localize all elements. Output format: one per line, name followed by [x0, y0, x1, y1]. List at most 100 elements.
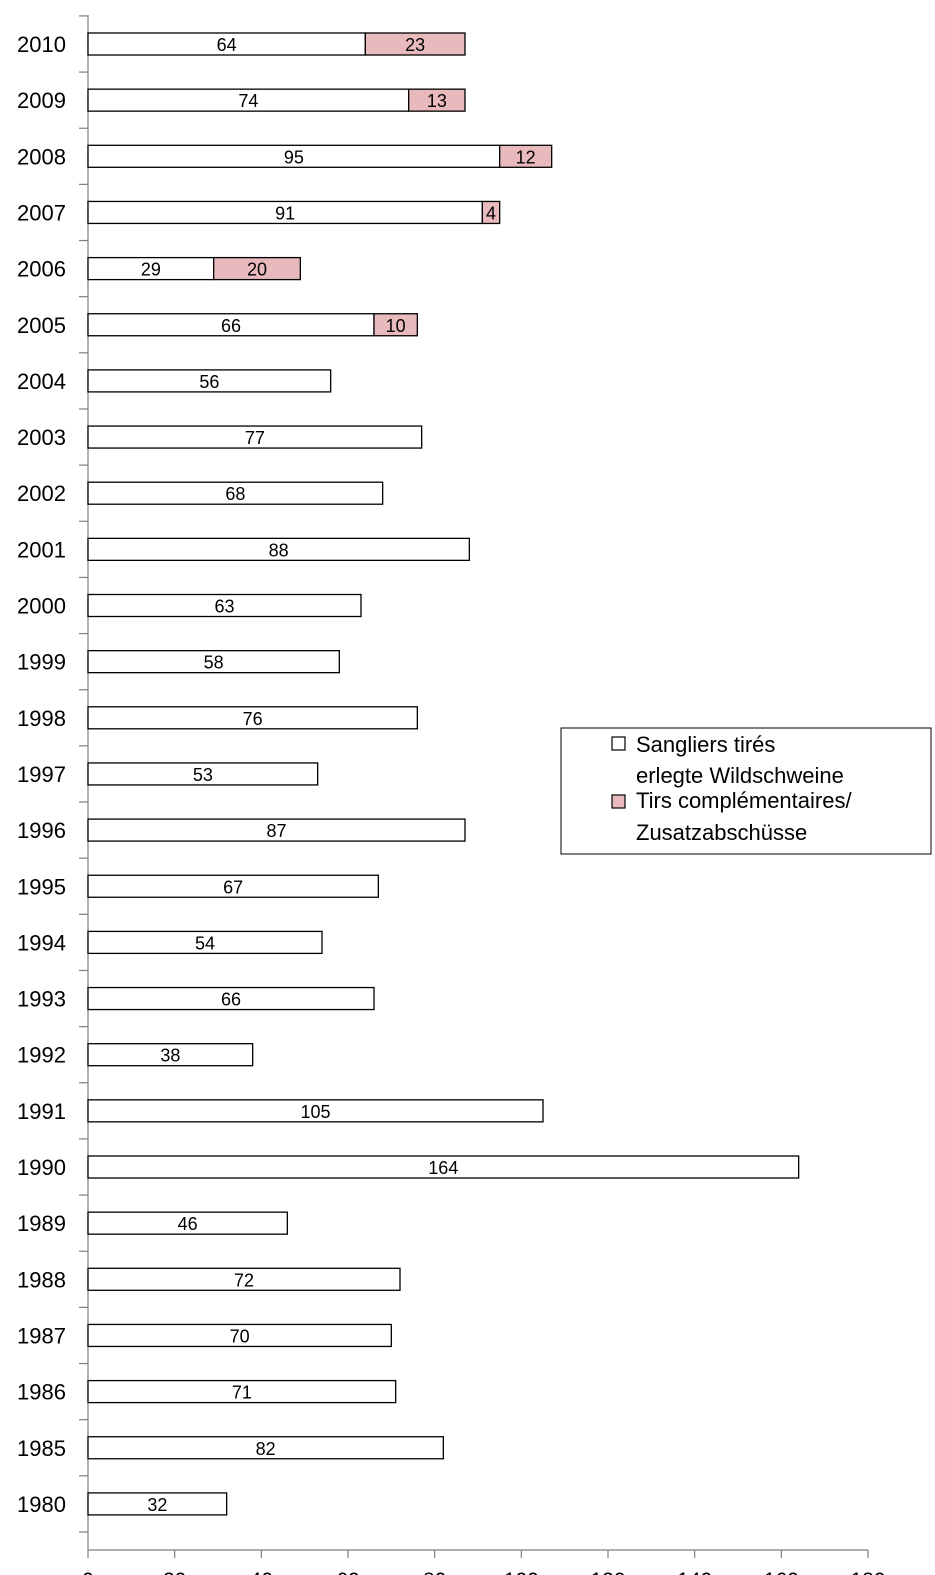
legend-swatch-supplementary — [611, 794, 626, 809]
data-label-shot: 38 — [160, 1046, 180, 1066]
y-tick-label: 1992 — [17, 1043, 66, 1068]
bar-supplementary — [373, 313, 418, 337]
y-tick-label: 1987 — [17, 1323, 66, 1348]
y-tick-label: 2003 — [17, 425, 66, 450]
x-tick-label: 140 — [677, 1569, 712, 1575]
y-tick-label: 2009 — [17, 88, 66, 113]
x-tick-label: 120 — [590, 1569, 625, 1575]
bar-shot — [87, 706, 418, 730]
data-label-supplementary: 4 — [486, 203, 496, 223]
y-tick-label: 2007 — [17, 200, 66, 225]
x-tick-label: 60 — [336, 1569, 359, 1575]
y-tick-label: 1989 — [17, 1211, 66, 1236]
data-label-shot: 46 — [178, 1214, 198, 1234]
y-tick-label: 1980 — [17, 1492, 66, 1517]
data-label-shot: 66 — [221, 316, 241, 336]
bar-shot — [87, 1436, 444, 1460]
data-label-shot: 29 — [141, 260, 161, 280]
y-tick-label: 2008 — [17, 144, 66, 169]
y-tick-label: 1995 — [17, 874, 66, 899]
bar-shot — [87, 1043, 254, 1067]
bar-shot — [87, 930, 323, 955]
y-tick-label: 1990 — [17, 1155, 66, 1180]
data-label-shot: 66 — [221, 990, 241, 1010]
x-tick-label: 180 — [850, 1569, 885, 1575]
data-label-shot: 54 — [195, 933, 215, 953]
data-label-shot: 76 — [243, 709, 263, 729]
bar-shot — [87, 874, 379, 898]
y-tick-label: 2010 — [17, 32, 66, 57]
legend-label-shot-line2: erlegte Wildschweine — [636, 763, 844, 788]
bar-shot — [87, 1211, 288, 1235]
axes: 0204060801001201401601802010200920082007… — [17, 15, 886, 1575]
y-tick-label: 1999 — [17, 650, 66, 675]
data-label-shot: 105 — [300, 1102, 330, 1122]
bar-shot — [87, 650, 340, 674]
y-tick-label: 2000 — [17, 594, 66, 619]
data-label-shot: 64 — [217, 35, 237, 55]
bar-shot — [87, 1099, 544, 1123]
data-label-shot: 56 — [199, 372, 219, 392]
bars: 64 23 74 13 95 12 91 4 29 20 66 10 56 77 68 88 63 58 76 53 8… — [87, 32, 800, 1516]
legend-label-shot-line1: Sangliers tirés — [636, 732, 775, 757]
data-label-shot: 95 — [284, 147, 304, 167]
bar-shot — [87, 425, 423, 449]
data-label-shot: 164 — [428, 1158, 458, 1178]
bar-supplementary — [364, 32, 466, 56]
bar-shot — [87, 762, 319, 786]
data-label-shot: 87 — [266, 821, 286, 841]
data-label-shot: 53 — [193, 765, 213, 785]
y-tick-label: 1986 — [17, 1380, 66, 1405]
y-tick-label: 2002 — [17, 481, 66, 506]
data-label-supplementary: 13 — [427, 91, 447, 111]
y-tick-label: 2006 — [17, 257, 66, 282]
x-tick-label: 80 — [423, 1569, 446, 1575]
legend-swatch-shot — [611, 736, 626, 751]
data-label-shot: 74 — [238, 91, 258, 111]
data-label-supplementary: 23 — [405, 35, 425, 55]
data-label-shot: 68 — [225, 484, 245, 504]
y-tick-label: 2004 — [17, 369, 66, 394]
bar-supplementary — [213, 256, 301, 281]
data-label-shot: 71 — [232, 1383, 252, 1403]
legend-label-supplementary-line1: Tirs complémentaires/ — [636, 788, 852, 813]
y-tick-label: 1997 — [17, 762, 66, 787]
bar-shot — [87, 1323, 392, 1348]
y-tick-label: 1991 — [17, 1099, 66, 1124]
bar-shot — [87, 481, 384, 505]
y-tick-label: 2005 — [17, 313, 66, 338]
y-tick-label: 1994 — [17, 930, 66, 955]
bar-shot — [87, 593, 362, 618]
bar-shot — [87, 1155, 800, 1179]
y-tick-label: 1985 — [17, 1436, 66, 1461]
data-label-shot: 88 — [269, 540, 289, 560]
y-tick-label: 1996 — [17, 818, 66, 843]
y-tick-label: 2001 — [17, 537, 66, 562]
legend: Sangliers tirés erlegte Wildschweine Tir… — [560, 727, 932, 855]
data-label-shot: 72 — [234, 1270, 254, 1290]
x-tick-label: 160 — [764, 1569, 799, 1575]
bar-supplementary — [499, 144, 553, 168]
data-label-shot: 63 — [214, 597, 234, 617]
bar-supplementary — [408, 88, 466, 112]
bar-shot — [87, 537, 470, 561]
data-label-shot: 82 — [256, 1439, 276, 1459]
data-label-shot: 77 — [245, 428, 265, 448]
legend-label-supplementary-line2: Zusatzabschüsse — [636, 820, 807, 845]
bar-shot — [87, 818, 466, 842]
data-label-shot: 91 — [275, 203, 295, 223]
y-tick-label: 1993 — [17, 987, 66, 1012]
x-tick-label: 40 — [250, 1569, 273, 1575]
x-tick-label: 0 — [82, 1569, 94, 1575]
data-label-supplementary: 10 — [386, 316, 406, 336]
data-label-shot: 58 — [204, 653, 224, 673]
bar-shot — [87, 369, 332, 393]
data-label-shot: 32 — [147, 1495, 167, 1515]
bar-shot — [87, 1492, 228, 1516]
data-label-shot: 67 — [223, 877, 243, 897]
x-tick-label: 20 — [163, 1569, 186, 1575]
bar-shot — [87, 1379, 397, 1404]
bar-shot — [87, 986, 375, 1011]
data-label-supplementary: 12 — [516, 147, 536, 167]
